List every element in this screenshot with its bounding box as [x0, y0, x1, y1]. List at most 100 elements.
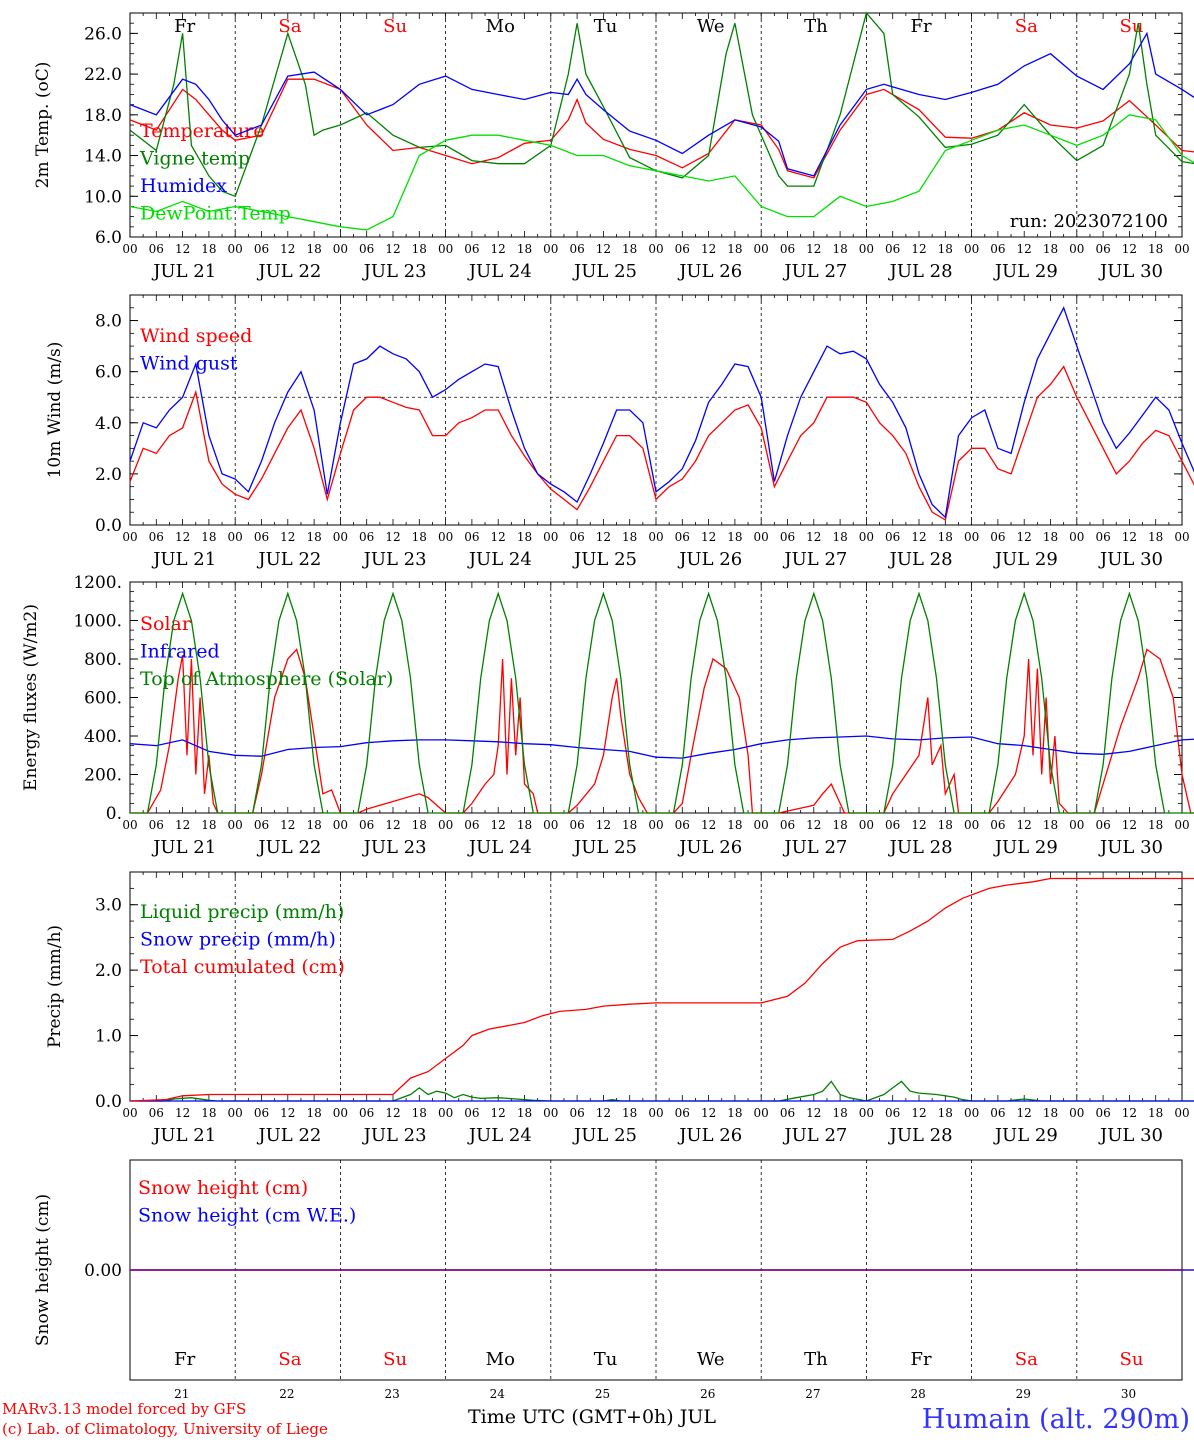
- hour-tick-label: 12: [596, 1106, 611, 1120]
- hour-tick-label: 12: [385, 242, 400, 256]
- legend-entry: Wind gust: [140, 353, 238, 375]
- hour-tick-label: 00: [122, 818, 137, 832]
- weekday-label: Th: [804, 16, 828, 37]
- legend-entry: Humidex: [140, 175, 227, 197]
- day-number-label: 27: [805, 1387, 820, 1401]
- series-line-infrared: [129, 735, 1194, 759]
- hour-tick-label: 06: [359, 530, 374, 544]
- lab-credit: (c) Lab. of Climatology, University of L…: [2, 1420, 328, 1438]
- y-tick-label: 400.: [84, 727, 122, 747]
- hour-tick-label: 18: [727, 530, 742, 544]
- hour-tick-label: 06: [990, 530, 1005, 544]
- y-tick-label: 26.0: [84, 24, 122, 44]
- weekday-label: We: [697, 16, 725, 37]
- weekday-label: Tu: [594, 16, 618, 37]
- day-number-label: 25: [595, 1387, 610, 1401]
- y-tick-label: 6.0: [95, 228, 122, 248]
- hour-tick-label: 00: [543, 1106, 558, 1120]
- hour-tick-label: 12: [911, 1106, 926, 1120]
- hour-tick-label: 12: [280, 242, 295, 256]
- hour-tick-label: 18: [517, 1106, 532, 1120]
- hour-tick-label: 06: [780, 818, 795, 832]
- date-label: JUL 23: [362, 837, 427, 858]
- hour-tick-label: 00: [859, 1106, 874, 1120]
- hour-tick-label: 18: [412, 530, 427, 544]
- legend-entry: Total cumulated (cm): [140, 956, 345, 978]
- hour-tick-label: 18: [201, 530, 216, 544]
- date-label: JUL 30: [1098, 549, 1163, 570]
- day-number-label: 24: [490, 1387, 506, 1401]
- weekday-label: Su: [1120, 16, 1144, 37]
- hour-tick-label: 00: [228, 1106, 243, 1120]
- hour-tick-label: 00: [333, 1106, 348, 1120]
- hour-tick-label: 06: [254, 818, 269, 832]
- hour-tick-label: 12: [491, 242, 506, 256]
- hour-tick-label: 18: [201, 242, 216, 256]
- date-label: JUL 23: [362, 549, 427, 570]
- hour-tick-label: 06: [885, 242, 900, 256]
- hour-tick-label: 12: [175, 1106, 190, 1120]
- hour-tick-label: 06: [464, 818, 479, 832]
- legend-entry: Vigne temp: [139, 148, 250, 170]
- hour-tick-label: 18: [1148, 1106, 1163, 1120]
- y-tick-label: 10.0: [84, 187, 122, 207]
- date-label: JUL 30: [1098, 261, 1163, 282]
- y-axis-title: Precip (mm/h): [45, 925, 65, 1048]
- hour-tick-label: 12: [385, 818, 400, 832]
- series-line-dewpoint-temp: [129, 114, 1194, 231]
- hour-tick-label: 12: [911, 530, 926, 544]
- hour-tick-label: 00: [964, 530, 979, 544]
- hour-tick-label: 00: [438, 242, 453, 256]
- y-tick-label: 200.: [84, 766, 122, 786]
- hour-tick-label: 00: [1069, 1106, 1084, 1120]
- hour-tick-label: 12: [806, 242, 821, 256]
- hour-tick-label: 00: [122, 530, 137, 544]
- hour-tick-label: 18: [517, 242, 532, 256]
- hour-tick-label: 12: [280, 1106, 295, 1120]
- hour-tick-label: 18: [1043, 242, 1058, 256]
- date-label: JUL 21: [151, 1125, 216, 1146]
- y-tick-label: 0.0: [95, 1092, 122, 1112]
- hour-tick-label: 12: [1017, 1106, 1032, 1120]
- legend-entry: Infrared: [140, 641, 220, 663]
- hour-tick-label: 12: [491, 1106, 506, 1120]
- hour-tick-label: 00: [1069, 818, 1084, 832]
- hour-tick-label: 12: [911, 818, 926, 832]
- date-label: JUL 30: [1098, 837, 1163, 858]
- date-label: JUL 21: [151, 837, 216, 858]
- hour-tick-label: 00: [438, 1106, 453, 1120]
- weekday-label: Sa: [278, 1349, 301, 1370]
- hour-tick-label: 06: [885, 1106, 900, 1120]
- date-label: JUL 23: [362, 1125, 427, 1146]
- date-label: JUL 27: [782, 837, 847, 858]
- y-tick-label: 1.0: [95, 1027, 122, 1047]
- hour-tick-label: 12: [175, 530, 190, 544]
- legend-entry: Snow precip (mm/h): [140, 929, 336, 951]
- hour-tick-label: 18: [1043, 1106, 1058, 1120]
- hour-tick-label: 12: [1122, 242, 1137, 256]
- date-label: JUL 24: [467, 261, 532, 282]
- hour-tick-label: 00: [964, 818, 979, 832]
- date-label: JUL 24: [467, 549, 532, 570]
- date-label: JUL 21: [151, 261, 216, 282]
- series-line-top-of-atmosphere-solar-: [130, 591, 1194, 814]
- hour-tick-label: 06: [464, 242, 479, 256]
- hour-tick-label: 00: [543, 818, 558, 832]
- hour-tick-label: 18: [832, 530, 847, 544]
- hour-tick-label: 06: [254, 530, 269, 544]
- hour-tick-label: 18: [306, 242, 321, 256]
- hour-tick-label: 12: [385, 530, 400, 544]
- hour-tick-label: 18: [1148, 818, 1163, 832]
- hour-tick-label: 18: [412, 1106, 427, 1120]
- hour-tick-label: 18: [306, 530, 321, 544]
- legend-entry: Temperature: [140, 120, 264, 142]
- hour-tick-label: 06: [780, 242, 795, 256]
- hour-tick-label: 00: [543, 242, 558, 256]
- run-label: run: 2023072100: [1010, 211, 1168, 232]
- hour-tick-label: 12: [701, 242, 716, 256]
- hour-tick-label: 06: [1095, 242, 1110, 256]
- y-tick-label: 0.: [106, 804, 122, 824]
- hour-tick-label: 12: [1017, 530, 1032, 544]
